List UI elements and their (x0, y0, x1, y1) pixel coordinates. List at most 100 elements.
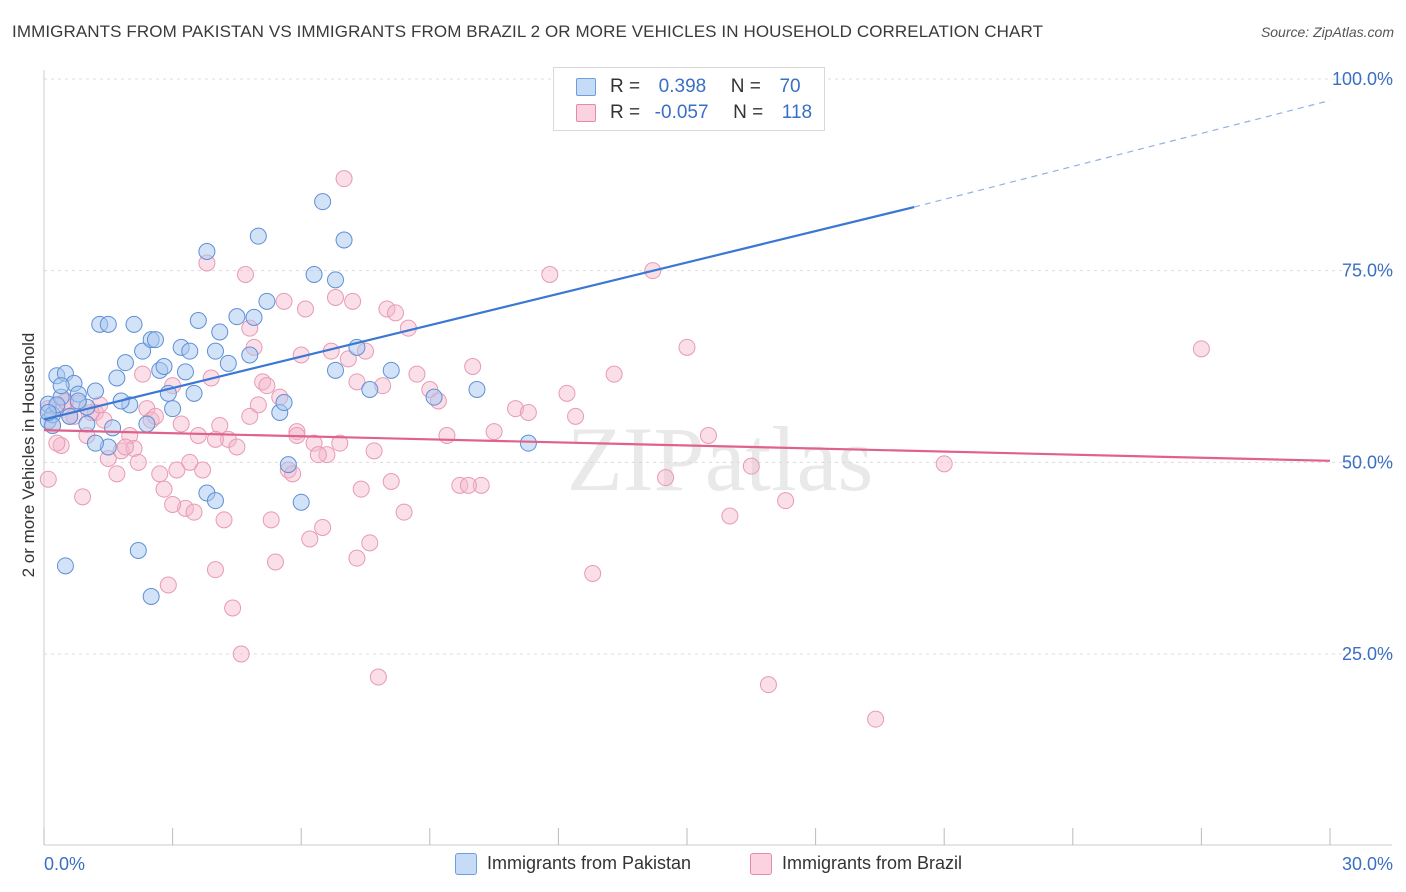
brazil-point (168, 461, 186, 479)
pakistan-point (198, 243, 216, 260)
brazil-point (395, 503, 413, 521)
legend-n-label: N = (733, 102, 764, 123)
pakistan-point (78, 415, 96, 433)
pakistan-point (99, 315, 117, 333)
legend-swatch-brazil (750, 853, 772, 875)
legend-r-value: 0.398 (658, 76, 707, 97)
pakistan-point (245, 308, 263, 326)
pakistan-point (249, 227, 267, 245)
pakistan-points (39, 70, 782, 605)
y-tick-label: 100.0% (1332, 69, 1393, 89)
y-tick-label: 25.0% (1342, 644, 1393, 664)
pakistan-point (104, 419, 122, 437)
pakistan-point (155, 358, 173, 375)
brazil-point (236, 266, 254, 283)
pakistan-point (185, 384, 203, 402)
pakistan-point (206, 342, 224, 360)
y-tick-label: 75.0% (1342, 261, 1393, 281)
brazil-point (387, 304, 405, 322)
brazil-point (657, 469, 675, 487)
pakistan-point (241, 346, 259, 364)
pakistan-point (219, 354, 237, 372)
brazil-point (318, 446, 336, 464)
brazil-point (567, 407, 585, 425)
brazil-point (507, 400, 525, 418)
brazil-point (485, 423, 503, 441)
legend-n-value: 118 (781, 102, 813, 123)
pakistan-point (382, 361, 400, 379)
brazil-point (361, 534, 379, 552)
brazil-point (759, 676, 777, 694)
pakistan-point (326, 361, 344, 379)
brazil-point (382, 473, 400, 490)
pakistan-point (335, 231, 353, 249)
pakistan-point (275, 394, 293, 412)
brazil-point (176, 499, 194, 517)
pakistan-point (164, 400, 182, 418)
pakistan-point (519, 434, 537, 452)
watermark: ZIPatlas (567, 408, 874, 510)
brazil-point (519, 404, 537, 421)
brazil-point (301, 530, 319, 548)
legend-swatch-brazil (576, 104, 596, 122)
pakistan-point (425, 388, 443, 406)
source-label: Source: ZipAtlas.com (1260, 24, 1394, 40)
brazil-point (48, 434, 66, 452)
pakistan-point (129, 542, 147, 559)
brazil-point (699, 427, 717, 444)
legend-r-label: R = (610, 76, 641, 97)
brazil-point (344, 292, 362, 310)
brazil-point (558, 384, 576, 402)
brazil-point (194, 461, 212, 479)
axes (43, 70, 1392, 846)
brazil-point (339, 350, 357, 368)
y-tick-label: 50.0% (1342, 452, 1393, 472)
pakistan-point (56, 557, 74, 575)
pakistan-point (181, 342, 199, 360)
brazil-point (241, 407, 259, 425)
brazil-point (116, 438, 134, 456)
pakistan-point (142, 588, 160, 605)
pakistan-point (279, 456, 297, 474)
brazil-point (451, 476, 469, 494)
pakistan-point (86, 434, 104, 452)
brazil-point (378, 300, 396, 318)
brazil-point (408, 365, 426, 383)
brazil-point (224, 599, 242, 617)
brazil-point (365, 442, 383, 460)
trend-lines (43, 99, 1331, 462)
legend-swatch-pakistan (576, 78, 596, 96)
pakistan-point (305, 266, 323, 283)
brazil-point (1192, 340, 1210, 358)
correlation-legend: R = 0.398 N = 70 R = -0.057 N = 118 (553, 67, 825, 131)
pakistan-point (228, 308, 246, 326)
brazil-point (159, 576, 177, 594)
x-tick-label: 30.0% (1342, 854, 1393, 874)
brazil-point (232, 645, 250, 663)
brazil-point (348, 549, 366, 567)
pakistan-point (258, 292, 276, 310)
gridlines (44, 78, 1392, 655)
brazil-point (181, 453, 199, 471)
brazil-point (438, 427, 456, 444)
brazil-point (867, 710, 885, 728)
pakistan-trend-line (43, 205, 915, 421)
tick-labels: 25.0% 50.0% 75.0% 100.0% 0.0% 30.0% (44, 69, 1393, 874)
brazil-point (348, 373, 366, 391)
pakistan-point (86, 382, 104, 400)
brazil-point (155, 480, 173, 498)
brazil-point (125, 440, 143, 458)
pakistan-point (292, 493, 310, 511)
brazil-point (326, 289, 344, 306)
brazil-point (472, 476, 490, 494)
brazil-point (605, 365, 623, 383)
pakistan-point (69, 392, 87, 410)
brazil-point (258, 377, 276, 395)
legend-n-value: 70 (779, 76, 801, 97)
pakistan-point (206, 492, 224, 510)
brazil-point (215, 511, 233, 529)
legend-swatch-pakistan (455, 853, 477, 875)
pakistan-point (108, 369, 126, 387)
pakistan-point (116, 354, 134, 372)
